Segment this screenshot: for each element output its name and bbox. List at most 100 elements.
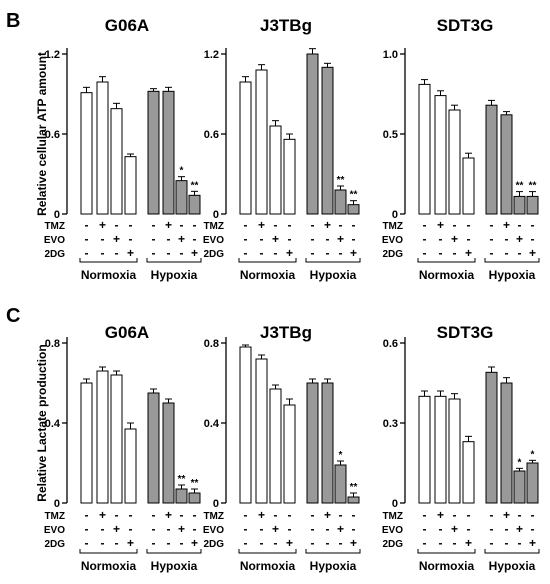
treatment-sign: -: [423, 232, 427, 246]
treatment-sign: -: [518, 536, 522, 550]
bar: [485, 371, 498, 504]
treatment-sign: +: [286, 536, 293, 550]
treatment-sign: +: [529, 536, 536, 550]
chart-title: J3TBg: [260, 16, 312, 35]
treatment-sign: -: [288, 522, 292, 536]
bar: [334, 464, 347, 504]
treatment-sign: -: [423, 218, 427, 232]
group-label: Hypoxia: [489, 559, 536, 573]
bar: [147, 392, 160, 504]
bar: [418, 83, 431, 215]
condition-label: TMZ: [382, 511, 403, 522]
panel-label-c: C: [6, 305, 20, 327]
y-tick-label: 0.6: [204, 129, 219, 141]
y-tick-label: 0.6: [45, 129, 60, 141]
treatment-sign: -: [129, 218, 133, 232]
treatment-sign: -: [490, 522, 494, 536]
group-bracket: [305, 549, 361, 554]
treatment-sign: -: [490, 508, 494, 522]
bar: [462, 157, 475, 215]
treatment-sign: -: [311, 522, 315, 536]
treatment-sign: -: [490, 218, 494, 232]
significance-label: *: [531, 449, 535, 460]
y-tick-label: 0.6: [383, 338, 398, 350]
treatment-sign: -: [152, 218, 156, 232]
condition-label: EVO: [203, 235, 224, 246]
bar: [462, 441, 475, 504]
treatment-sign: -: [423, 522, 427, 536]
bar: [500, 382, 513, 504]
treatment-sign: +: [258, 218, 265, 232]
treatment-sign: +: [127, 246, 134, 260]
treatment-sign: -: [453, 246, 457, 260]
group-bracket: [146, 549, 202, 554]
treatment-sign: -: [180, 218, 184, 232]
treatment-sign: +: [165, 218, 172, 232]
treatment-sign: -: [274, 218, 278, 232]
treatment-sign: -: [352, 218, 356, 232]
treatment-sign: -: [518, 218, 522, 232]
treatment-sign: -: [439, 246, 443, 260]
y-tick-label: 0: [213, 209, 219, 221]
bar: [283, 138, 296, 215]
condition-label: TMZ: [203, 511, 224, 522]
treatment-sign: +: [324, 218, 331, 232]
treatment-sign: +: [324, 508, 331, 522]
treatment-sign: -: [339, 246, 343, 260]
treatment-sign: -: [129, 522, 133, 536]
group-label: Hypoxia: [310, 559, 357, 573]
treatment-sign: -: [326, 232, 330, 246]
treatment-sign: -: [352, 522, 356, 536]
treatment-sign: -: [244, 232, 248, 246]
group-label: Hypoxia: [310, 268, 357, 282]
treatment-sign: -: [505, 522, 509, 536]
condition-label: TMZ: [44, 221, 65, 232]
bar: [80, 92, 93, 215]
bar: [321, 382, 334, 504]
bar: [239, 81, 252, 215]
significance-label: *: [339, 450, 343, 461]
treatment-sign: -: [167, 522, 171, 536]
treatment-sign: -: [129, 232, 133, 246]
y-tick-label: 0.5: [383, 129, 398, 141]
treatment-sign: -: [101, 246, 105, 260]
y-tick-label: 0.4: [204, 418, 220, 430]
treatment-sign: -: [505, 246, 509, 260]
treatment-sign: -: [152, 536, 156, 550]
y-tick-label: 0: [213, 498, 219, 510]
treatment-sign: -: [352, 508, 356, 522]
treatment-sign: +: [127, 536, 134, 550]
significance-label: **: [191, 180, 199, 191]
treatment-sign: -: [518, 508, 522, 522]
treatment-sign: +: [337, 522, 344, 536]
treatment-sign: +: [451, 232, 458, 246]
treatment-sign: +: [350, 536, 357, 550]
treatment-sign: +: [272, 522, 279, 536]
group-bracket: [79, 549, 138, 554]
significance-label: **: [191, 478, 199, 489]
bar: [321, 66, 334, 215]
treatment-sign: -: [439, 232, 443, 246]
treatment-sign: +: [113, 232, 120, 246]
y-tick-label: 0: [54, 498, 60, 510]
treatment-sign: -: [439, 536, 443, 550]
treatment-sign: -: [85, 246, 89, 260]
treatment-sign: -: [326, 246, 330, 260]
significance-label: *: [518, 457, 522, 468]
treatment-sign: -: [193, 522, 197, 536]
treatment-sign: +: [503, 508, 510, 522]
treatment-sign: -: [244, 246, 248, 260]
significance-label: **: [178, 474, 186, 485]
bar: [448, 398, 461, 504]
treatment-sign: +: [178, 522, 185, 536]
treatment-sign: +: [286, 246, 293, 260]
treatment-sign: -: [193, 508, 197, 522]
y-tick-label: 1.2: [204, 49, 219, 61]
bar: [175, 488, 188, 504]
treatment-sign: +: [516, 522, 523, 536]
treatment-sign: -: [339, 536, 343, 550]
chart-title: J3TBg: [260, 323, 312, 342]
bar: [147, 90, 160, 215]
